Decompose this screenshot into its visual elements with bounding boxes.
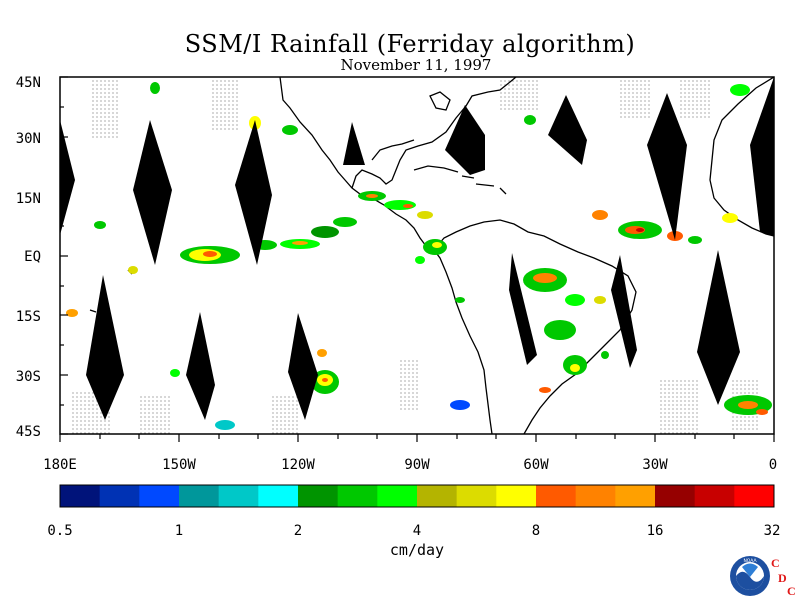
lon-label-180e: 180E [43, 457, 77, 473]
itcz-band-central-pacific [180, 217, 357, 264]
colorbar-label: 32 [764, 523, 781, 539]
coastline-great-lakes [429, 91, 451, 111]
colorbar-swatch [694, 485, 735, 507]
cdc-letter-c: C [771, 556, 780, 570]
latitude-axis [60, 76, 68, 435]
lon-label-0: 0 [769, 457, 777, 473]
coastline-islands [60, 179, 133, 313]
coastline-africa [709, 77, 774, 237]
south-atlantic-storm [724, 395, 772, 415]
colorbar-swatch [99, 485, 140, 507]
lon-label-90w: 90W [404, 457, 430, 473]
colorbar-swatch [218, 485, 259, 507]
lat-label-45s: 45S [16, 424, 41, 440]
colorbar-swatch [298, 485, 339, 507]
colorbar-swatch [456, 485, 497, 507]
colorbar-swatch [417, 485, 458, 507]
svg-text:NOAA: NOAA [743, 558, 757, 564]
orbit-gap [288, 313, 318, 420]
colorbar-swatch [139, 485, 180, 507]
colorbar-label: 1 [175, 523, 183, 539]
colorbar-label: 2 [294, 523, 302, 539]
atlantic-itcz [592, 210, 738, 244]
orbit-gap [343, 122, 365, 165]
colorbar-swatch [258, 485, 299, 507]
lat-label-eq: EQ [24, 249, 41, 265]
lon-label-120w: 120W [281, 457, 315, 473]
cdc-letter-d: D [778, 571, 787, 585]
colorbar-swatch [615, 485, 656, 507]
colorbar-swatches [60, 485, 775, 507]
colorbar-swatch [655, 485, 696, 507]
lat-label-15n: 15N [16, 191, 41, 207]
colorbar-label: 16 [647, 523, 664, 539]
noaa-logo: NOAA C D C [730, 556, 796, 598]
colorbar: 0.5 1 2 4 8 16 32 cm/day [47, 484, 780, 559]
lat-label-15s: 15S [16, 309, 41, 325]
orbit-gaps [60, 77, 774, 420]
orbit-gap [548, 95, 587, 165]
colorbar-swatch [179, 485, 220, 507]
orbit-gap [509, 253, 537, 365]
coastline-south-america [433, 219, 637, 434]
colorbar-frame [59, 484, 775, 508]
colorbar-label: 8 [532, 523, 540, 539]
colorbar-swatch [60, 485, 101, 507]
colorbar-swatch [377, 485, 418, 507]
south-pacific-storm [311, 349, 339, 394]
south-america-convection [523, 268, 606, 375]
map-subtitle: November 11, 1997 [340, 56, 492, 74]
orbit-gap [60, 120, 75, 235]
latitude-labels: 45N 30N 15N EQ 15S 30S 45S [16, 75, 41, 440]
swath-edge-noise [72, 80, 760, 434]
longitude-axis [59, 434, 775, 442]
lat-label-45n: 45N [16, 75, 41, 91]
coastline-north-america [279, 77, 517, 251]
orbit-gap [186, 312, 215, 420]
lon-label-60w: 60W [523, 457, 549, 473]
orbit-gap [133, 120, 172, 265]
cdc-letter-c2: C [787, 584, 796, 598]
colorbar-swatch [734, 485, 775, 507]
longitude-labels: 180E 150W 120W 90W 60W 30W 0 [43, 457, 777, 473]
orbit-gap [647, 93, 687, 240]
orbit-gap [611, 255, 637, 368]
itcz-band-east-pacific [358, 191, 447, 255]
rainfall-cells [66, 82, 772, 430]
orbit-gap [86, 275, 124, 420]
lat-label-30n: 30N [16, 131, 41, 147]
colorbar-label: 0.5 [47, 523, 72, 539]
orbit-gap [445, 105, 485, 175]
colorbar-label: 4 [413, 523, 421, 539]
map-title: SSM/I Rainfall (Ferriday algorithm) [184, 30, 636, 58]
colorbar-swatch [536, 485, 577, 507]
colorbar-labels: 0.5 1 2 4 8 16 32 [47, 523, 780, 539]
coastline-caribbean [413, 165, 507, 195]
orbit-gap [697, 250, 740, 405]
lon-label-150w: 150W [162, 457, 196, 473]
colorbar-unit: cm/day [390, 541, 444, 559]
colorbar-swatch [337, 485, 378, 507]
orbit-gap [750, 77, 774, 236]
colorbar-swatch [496, 485, 537, 507]
orbit-gap [235, 120, 272, 265]
colorbar-swatch [575, 485, 616, 507]
lat-label-30s: 30S [16, 369, 41, 385]
lon-label-30w: 30W [642, 457, 668, 473]
